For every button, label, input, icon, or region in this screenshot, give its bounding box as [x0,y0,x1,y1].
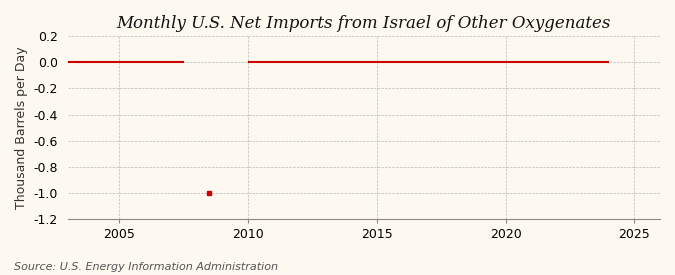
Y-axis label: Thousand Barrels per Day: Thousand Barrels per Day [15,46,28,209]
Text: Source: U.S. Energy Information Administration: Source: U.S. Energy Information Administ… [14,262,277,272]
Title: Monthly U.S. Net Imports from Israel of Other Oxygenates: Monthly U.S. Net Imports from Israel of … [117,15,611,32]
